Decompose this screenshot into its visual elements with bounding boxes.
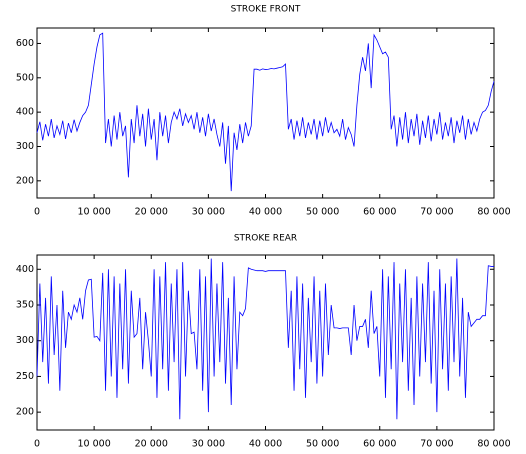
y-tick-label: 200 [16,175,34,186]
x-tick-label: 10 000 [78,207,111,218]
y-tick-label: 400 [16,107,34,118]
y-tick-label: 400 [16,264,34,275]
y-tick-label: 600 [16,38,34,49]
chart-title: STROKE REAR [234,234,297,244]
y-tick-label: 300 [16,141,34,152]
x-tick-label: 0 [34,439,40,450]
x-tick-label: 60 000 [363,439,396,450]
x-tick-label: 80 000 [477,207,510,218]
x-tick-label: 0 [34,207,40,218]
chart-title: STROKE FRONT [231,5,301,15]
x-tick-label: 50 000 [306,439,339,450]
x-tick-label: 20 000 [135,439,168,450]
x-tick-label: 70 000 [420,207,453,218]
x-tick-label: 80 000 [477,439,510,450]
x-tick-label: 30 000 [192,439,225,450]
y-tick-label: 300 [16,335,34,346]
y-tick-label: 500 [16,72,34,83]
y-tick-label: 250 [16,371,34,382]
x-tick-label: 40 000 [249,207,282,218]
x-tick-label: 40 000 [249,439,282,450]
data-line [36,32,495,192]
x-tick-label: 50 000 [306,207,339,218]
x-tick-label: 20 000 [135,207,168,218]
x-tick-label: 30 000 [192,207,225,218]
x-tick-label: 60 000 [363,207,396,218]
y-tick-label: 200 [16,407,34,418]
data-line [36,258,494,420]
y-tick-label: 350 [16,300,34,311]
x-tick-label: 10 000 [78,439,111,450]
x-tick-label: 70 000 [420,439,453,450]
plot-frame [36,254,495,431]
plot-frame [36,27,495,199]
